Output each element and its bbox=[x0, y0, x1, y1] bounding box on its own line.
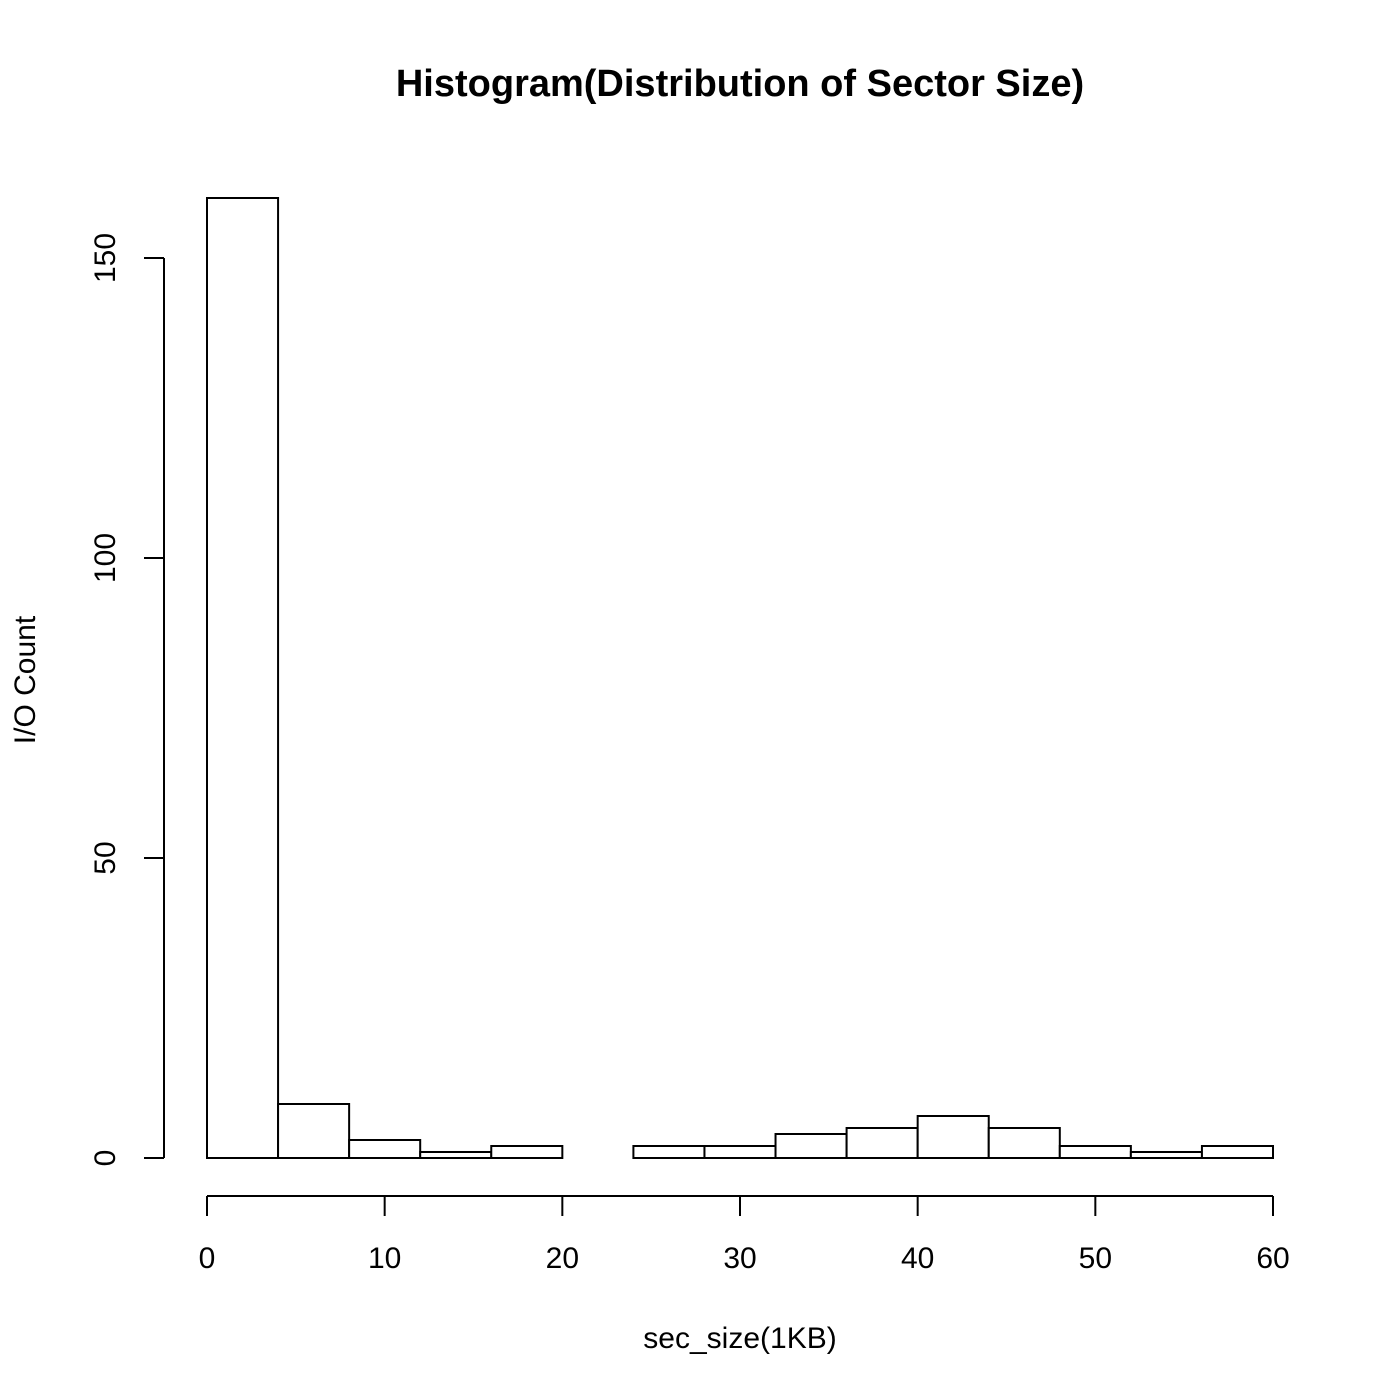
histogram-bar bbox=[845, 1127, 919, 1159]
bars-group bbox=[206, 197, 1275, 1159]
histogram-bar bbox=[206, 197, 280, 1159]
y-axis: 0 50 100 150 bbox=[89, 233, 165, 1167]
histogram-bar bbox=[703, 1145, 777, 1159]
x-tick-label: 20 bbox=[546, 1242, 579, 1275]
x-axis: 0 10 20 30 40 50 60 bbox=[199, 1195, 1290, 1275]
x-tick-label: 50 bbox=[1079, 1242, 1112, 1275]
x-tick-label: 60 bbox=[1256, 1242, 1289, 1275]
chart-title: Histogram(Distribution of Sector Size) bbox=[396, 63, 1084, 105]
y-axis-label: I/O Count bbox=[9, 615, 42, 744]
y-tick-label: 150 bbox=[89, 233, 122, 283]
x-axis-label: sec_size(1KB) bbox=[643, 1322, 836, 1355]
histogram-bar bbox=[348, 1139, 422, 1159]
histogram-bar bbox=[419, 1151, 493, 1159]
histogram-bar bbox=[1058, 1145, 1132, 1159]
histogram-bar bbox=[916, 1115, 990, 1159]
y-tick-label: 100 bbox=[89, 533, 122, 583]
histogram-bar bbox=[774, 1133, 848, 1159]
histogram-bar bbox=[1200, 1145, 1275, 1159]
x-tick-label: 0 bbox=[199, 1242, 216, 1275]
x-tick-label: 40 bbox=[901, 1242, 934, 1275]
histogram-bar bbox=[277, 1103, 351, 1159]
y-tick-label: 0 bbox=[89, 1150, 122, 1167]
x-tick-label: 30 bbox=[723, 1242, 756, 1275]
x-tick-label: 10 bbox=[368, 1242, 401, 1275]
y-tick-label: 50 bbox=[89, 841, 122, 874]
histogram-bar bbox=[1129, 1151, 1203, 1159]
histogram-bar bbox=[987, 1127, 1061, 1159]
histogram-bar bbox=[490, 1145, 564, 1159]
histogram-bar bbox=[632, 1145, 706, 1159]
